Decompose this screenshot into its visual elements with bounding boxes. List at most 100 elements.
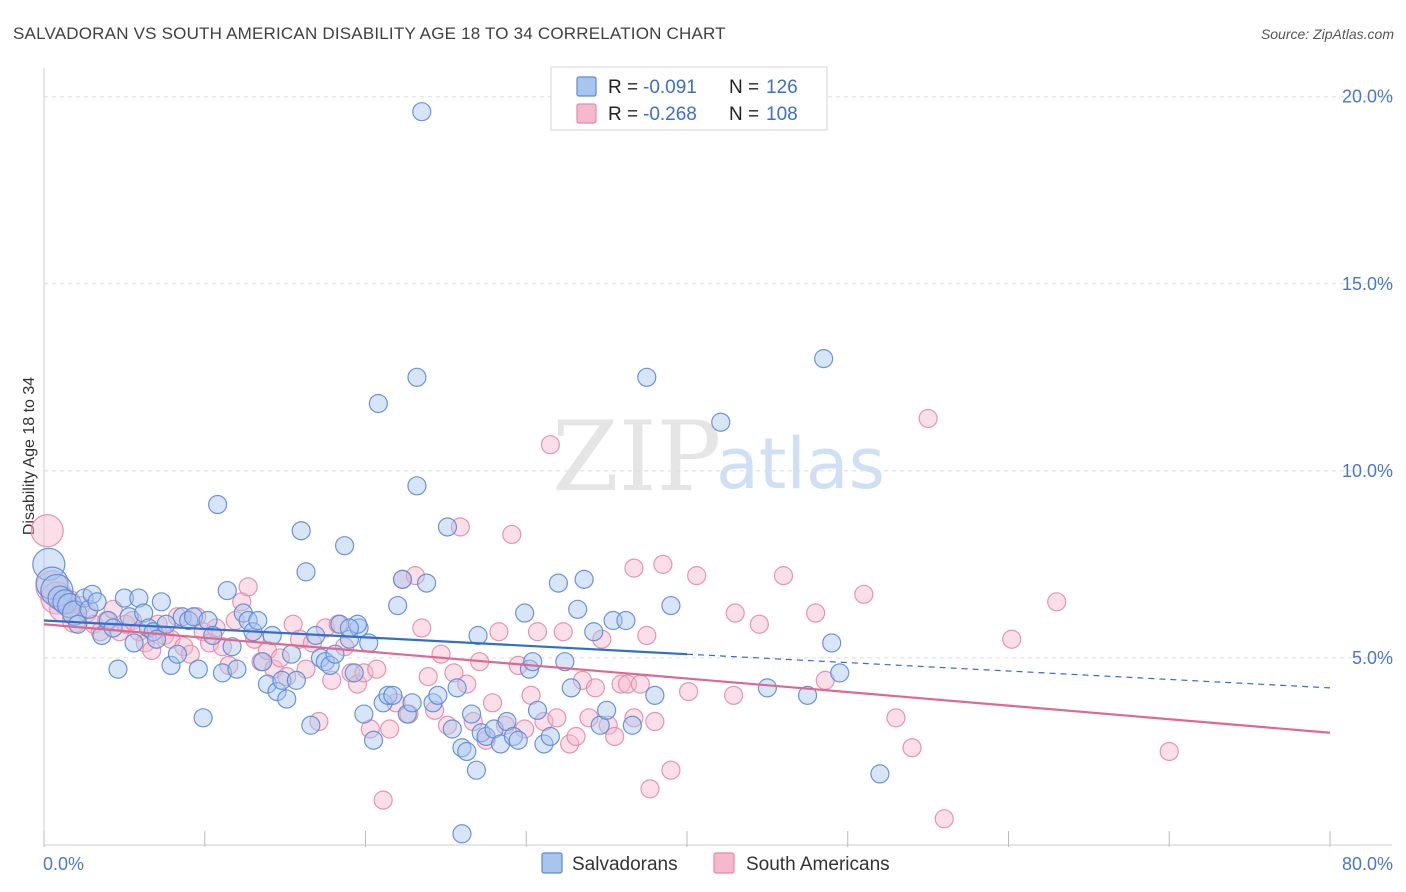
legend-r-value-1: -0.091 (643, 77, 697, 98)
south-american-point-49 (347, 674, 368, 694)
x-tick-label-1: 80.0% (1342, 854, 1393, 874)
salvadoran-point-103 (548, 573, 569, 593)
south-american-point-66 (457, 674, 477, 694)
salvadoran-point-122 (830, 663, 850, 683)
salvadoran-point-43 (248, 610, 268, 631)
south-american-point-108 (1047, 592, 1067, 612)
salvadoran-point-98 (515, 603, 535, 623)
salvadoran-point-119 (797, 685, 818, 705)
salvadoran-point-108 (584, 622, 604, 642)
salvadoran-point-80 (407, 476, 427, 496)
south-american-point-52 (367, 659, 387, 679)
salvadoran-point-15 (108, 659, 128, 679)
salvadoran-point-36 (212, 663, 233, 683)
legend-n-value-2: 108 (766, 104, 798, 125)
salvadoran-point-47 (267, 681, 287, 702)
south-american-point-64 (444, 663, 464, 683)
salvadoran-point-78 (407, 367, 427, 387)
salvadoran-point-117 (711, 412, 731, 432)
south-american-point-79 (540, 435, 560, 455)
legend-n-value-1: 126 (766, 77, 798, 98)
salvadoran-point-85 (442, 719, 462, 739)
y-axis-label: Disability Age 18 to 34 (21, 377, 38, 535)
grid-lines (44, 96, 1392, 659)
salvadoran-point-37 (217, 580, 237, 601)
south-american-point-83 (566, 726, 586, 747)
legend-r-label-2: R = (608, 104, 638, 125)
salvadoran-point-14 (103, 618, 123, 638)
legend-n-label-1: N = (729, 77, 759, 98)
salvadoran-point-44 (253, 652, 273, 672)
south-american-point-114 (624, 558, 644, 578)
legend-swatch-south-americans (713, 852, 735, 874)
salvadoran-point-126 (452, 824, 472, 844)
salvadoran-point-97 (508, 730, 528, 750)
south-american-point-54 (380, 719, 400, 739)
south-american-point-22 (174, 637, 194, 657)
legend-label-salvadorans: Salvadorans (572, 854, 678, 875)
salvadoran-point-79 (412, 102, 432, 122)
salvadoran-point-121 (822, 633, 842, 653)
salvadoran-point-125 (468, 625, 488, 646)
south-american-point-44 (315, 618, 335, 638)
salvadoran-point-39 (227, 659, 247, 679)
salvadoran-point-104 (555, 652, 575, 672)
salvadoran-point-114 (637, 367, 657, 387)
south-american-point-97 (679, 681, 699, 702)
salvadoran-point-9 (79, 599, 99, 619)
salvadoran-point-77 (339, 618, 360, 638)
chart-title: SALVADORAN VS SOUTH AMERICAN DISABILITY … (13, 24, 726, 43)
salvadoran-point-74 (397, 704, 417, 724)
salvadoran-point-61 (335, 536, 355, 556)
salvadoran-point-83 (428, 685, 448, 705)
south-american-point-110 (902, 738, 922, 758)
south-american-point-112 (687, 566, 707, 586)
south-american-point-101 (805, 603, 826, 623)
south-american-point-21 (167, 607, 188, 627)
trend-lines (43, 619, 1331, 734)
y-tick-label-2: 15.0% (1342, 274, 1393, 294)
south-american-point-73 (502, 524, 522, 545)
salvadoran-point-106 (568, 599, 588, 619)
south-american-point-67 (463, 711, 483, 732)
salvadoran-point-38 (222, 637, 242, 657)
south-american-point-59 (412, 618, 432, 638)
stats-legend-box (550, 66, 828, 131)
salvadoran-point-84 (437, 517, 458, 537)
south-american-point-82 (560, 734, 580, 754)
salvadoran-point-72 (388, 595, 408, 616)
salvadoran-point-30 (183, 607, 204, 627)
salvadoran-point-16 (114, 588, 134, 608)
salvadoran-point-58 (320, 655, 340, 676)
chart-source: Source: ZipAtlas.com (1261, 26, 1394, 42)
south-american-point-100 (773, 566, 794, 586)
south-american-point-0 (30, 514, 64, 548)
salvadoran-point-100 (527, 700, 548, 720)
south-american-point-80 (547, 708, 567, 728)
south-american-point-75 (515, 719, 535, 739)
salvadoran-point-116 (661, 595, 681, 616)
stats-legend: R = -0.091 N = 126 R = -0.268 N = 108 (550, 66, 828, 131)
salvadoran-point-81 (416, 573, 437, 593)
salvadoran-point-118 (757, 678, 777, 698)
south-american-point-113 (653, 554, 673, 574)
south-american-point-90 (611, 674, 631, 694)
salvadoran-point-110 (597, 700, 617, 720)
legend-n-label-2: N = (729, 104, 759, 125)
salvadoran-point-63 (344, 663, 364, 683)
salvadoran-point-35 (208, 494, 228, 515)
south-american-point-95 (645, 711, 665, 732)
south-american-point-109 (1159, 741, 1179, 762)
south-american-point-92 (624, 708, 644, 728)
salvadoran-point-53 (296, 562, 316, 582)
salvadoran-point-27 (167, 644, 188, 664)
south-american-point-71 (489, 622, 509, 642)
legend-swatch-pink (576, 103, 597, 124)
salvadoran-point-107 (574, 569, 594, 589)
south-american-point-17 (142, 640, 162, 661)
south-american-point-105 (918, 408, 938, 429)
south-american-point-111 (640, 779, 660, 799)
south-american-point-60 (418, 667, 438, 687)
salvadoran-point-115 (645, 685, 665, 705)
